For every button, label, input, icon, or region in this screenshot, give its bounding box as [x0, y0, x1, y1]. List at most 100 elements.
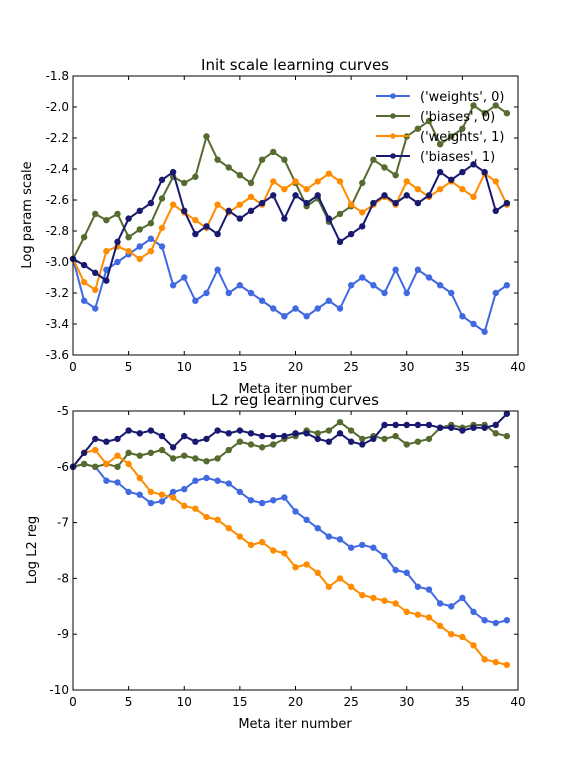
- data-point: [192, 216, 199, 224]
- data-point: [270, 192, 277, 199]
- x-tick-label: 0: [69, 695, 77, 709]
- data-point: [147, 427, 155, 434]
- data-point: [392, 421, 399, 429]
- data-point: [169, 455, 177, 462]
- data-point: [414, 266, 422, 273]
- data-point: [169, 282, 177, 289]
- data-point: [392, 199, 399, 207]
- data-point: [136, 430, 143, 437]
- data-point: [492, 421, 499, 429]
- y-tick-label: -3.2: [46, 286, 69, 300]
- series-layer: [69, 410, 511, 669]
- data-point: [492, 430, 499, 437]
- data-point: [147, 235, 155, 242]
- plot-frame: [72, 75, 519, 356]
- data-point: [181, 179, 188, 187]
- data-point: [247, 193, 255, 201]
- x-tick-label: 35: [455, 360, 470, 374]
- data-point: [214, 266, 221, 273]
- data-point: [181, 274, 188, 281]
- data-point: [403, 421, 410, 429]
- data-point: [325, 215, 333, 222]
- y-tick-label: -2.6: [46, 193, 69, 207]
- data-point: [481, 328, 488, 335]
- data-point: [492, 207, 499, 215]
- data-point: [225, 289, 232, 297]
- legend-label: ('weights', 1): [420, 130, 504, 145]
- data-point: [425, 435, 433, 443]
- data-point: [414, 438, 422, 445]
- data-point: [303, 185, 310, 193]
- data-point: [281, 432, 288, 440]
- data-point: [303, 430, 310, 437]
- data-point: [381, 421, 388, 429]
- data-point: [459, 168, 466, 176]
- data-point: [381, 435, 388, 443]
- data-point: [470, 320, 477, 328]
- y-tick-label: -10: [49, 683, 69, 697]
- data-point: [481, 109, 488, 117]
- data-point: [225, 446, 232, 454]
- data-point: [281, 156, 288, 163]
- data-point: [370, 435, 377, 443]
- series-line: [72, 237, 508, 334]
- y-tick-label: -2.8: [46, 224, 69, 238]
- chart-title: L2 reg learning curves: [211, 391, 379, 409]
- data-point: [92, 210, 99, 218]
- data-point: [347, 282, 355, 289]
- data-point: [192, 505, 199, 512]
- data-point: [448, 133, 455, 140]
- data-point: [114, 435, 121, 443]
- y-tick-label: -6: [57, 460, 69, 474]
- data-point: [448, 424, 455, 431]
- data-point: [247, 289, 255, 297]
- data-point: [314, 569, 321, 577]
- data-point: [470, 424, 477, 431]
- data-point: [125, 427, 132, 434]
- data-point: [125, 488, 132, 496]
- data-point: [292, 192, 299, 199]
- data-point: [336, 575, 344, 582]
- data-point: [270, 178, 277, 185]
- y-tick-label: -9: [57, 627, 69, 641]
- data-point: [503, 432, 511, 440]
- x-tick-label: 10: [177, 695, 192, 709]
- data-point: [258, 432, 266, 440]
- x-tick-label: 35: [455, 695, 470, 709]
- data-point: [114, 258, 121, 266]
- data-point: [158, 224, 166, 232]
- data-point: [114, 452, 121, 459]
- data-point: [147, 220, 155, 227]
- data-point: [414, 185, 422, 193]
- data-point: [492, 619, 499, 627]
- data-point: [192, 477, 199, 484]
- data-point: [203, 458, 210, 465]
- data-point: [203, 435, 210, 443]
- legend: ('weights', 0) ('biases', 0) ('weights', 1…: [376, 90, 504, 165]
- data-point: [270, 148, 277, 156]
- data-point: [136, 474, 143, 482]
- data-point: [236, 171, 244, 179]
- data-point: [136, 207, 143, 215]
- chart-title: Init scale learning curves: [201, 56, 389, 74]
- data-point: [236, 215, 244, 222]
- data-point: [80, 460, 88, 468]
- y-tick-label: -8: [57, 571, 69, 585]
- data-point: [492, 658, 499, 666]
- data-point: [436, 282, 444, 289]
- data-point: [425, 614, 433, 621]
- data-point: [225, 524, 232, 532]
- series-line: [72, 103, 508, 260]
- data-point: [147, 199, 155, 207]
- data-point: [281, 215, 288, 222]
- data-point: [381, 597, 388, 604]
- data-point: [347, 230, 355, 238]
- series-line: [72, 448, 508, 666]
- series-line: [72, 462, 508, 625]
- data-point: [325, 427, 333, 434]
- x-tick-label: 20: [288, 360, 303, 374]
- data-point: [181, 452, 188, 459]
- data-point: [481, 424, 488, 431]
- data-point: [359, 435, 366, 443]
